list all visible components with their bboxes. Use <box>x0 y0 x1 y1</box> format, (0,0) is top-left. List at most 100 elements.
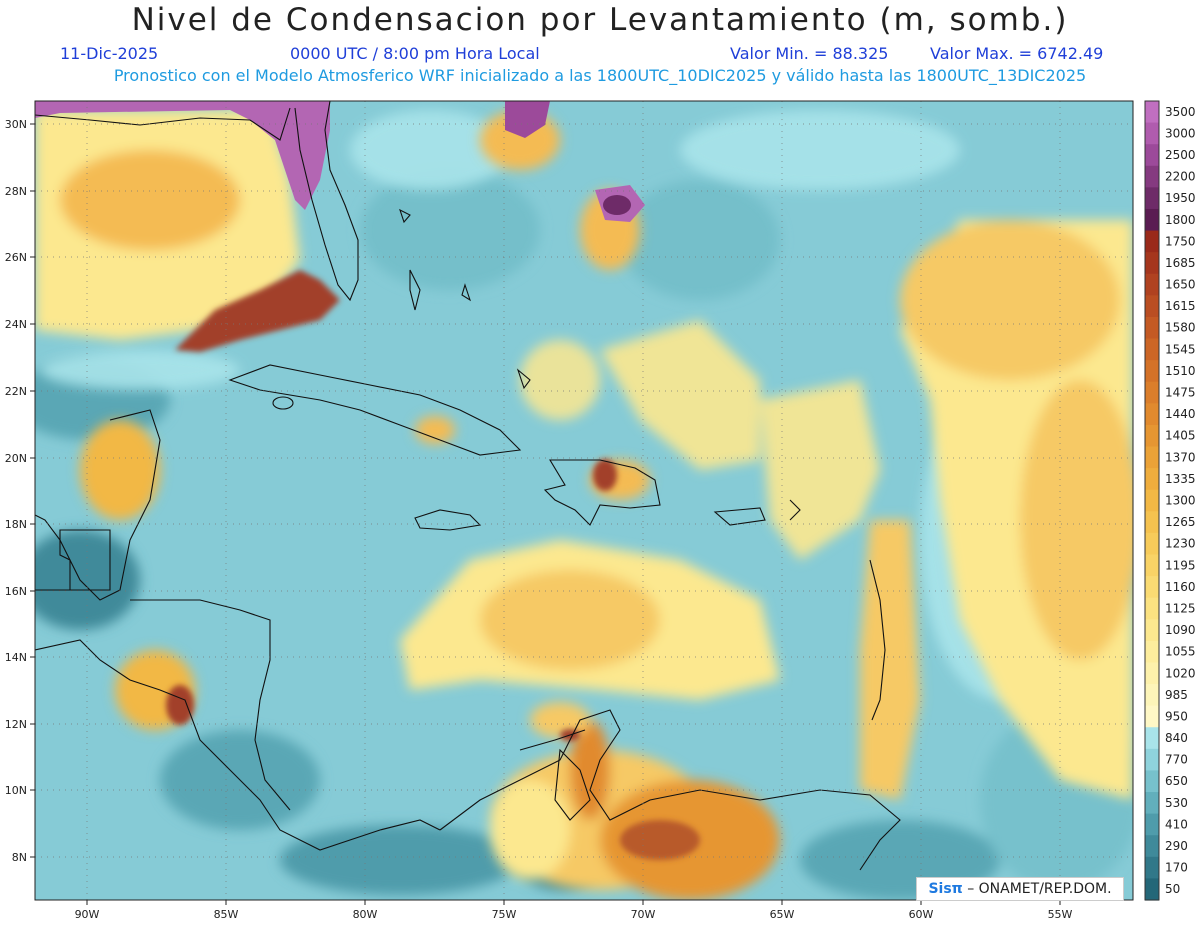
lat-label: 10N <box>5 784 27 797</box>
legend-label: 3000 <box>1165 126 1196 140</box>
legend-label: 985 <box>1165 688 1188 702</box>
legend-label: 770 <box>1165 753 1188 767</box>
legend-swatch <box>1145 748 1159 772</box>
lat-label: 28N <box>5 185 27 198</box>
max-value: Valor Max. = 6742.49 <box>930 44 1104 63</box>
legend-swatch <box>1145 187 1159 210</box>
credit-box: Sisπ – ONAMET/REP.DOM. <box>916 877 1124 901</box>
lon-label: 80W <box>353 908 378 921</box>
forecast-date: 11-Dic-2025 <box>60 44 159 63</box>
legend-frame <box>1144 100 1160 901</box>
legend-label: 1125 <box>1165 601 1196 615</box>
legend-label: 1545 <box>1165 342 1196 356</box>
legend-swatch <box>1145 813 1159 836</box>
lat-label: 8N <box>12 851 27 864</box>
very-high-lcl-regions <box>166 270 700 860</box>
latitude-labels: 30N 28N 26N 24N 22N 20N 18N 16N 14N 12N … <box>5 118 27 864</box>
legend-swatch <box>1145 597 1159 620</box>
legend-label: 290 <box>1165 839 1188 853</box>
legend-label: 1475 <box>1165 386 1196 400</box>
lat-label: 24N <box>5 318 27 331</box>
legend-swatch <box>1145 446 1159 469</box>
legend-swatch <box>1145 532 1159 556</box>
legend-swatch <box>1145 230 1159 253</box>
map-frame <box>34 100 1134 901</box>
legend-swatch <box>1145 511 1159 534</box>
lon-label: 65W <box>770 908 795 921</box>
legend-label: 2500 <box>1165 148 1196 162</box>
legend-swatch <box>1145 468 1159 491</box>
legend-label: 1160 <box>1165 580 1196 594</box>
legend-label: 1230 <box>1165 537 1196 551</box>
legend-label: 1685 <box>1165 256 1196 270</box>
lat-label: 14N <box>5 651 27 664</box>
legend-swatch <box>1145 835 1159 858</box>
min-value: Valor Min. = 88.325 <box>730 44 889 63</box>
legend-label: 650 <box>1165 774 1188 788</box>
lon-label: 75W <box>492 908 517 921</box>
credit-brand: Sisπ <box>928 881 963 897</box>
legend-swatch <box>1145 338 1159 361</box>
legend-label: 950 <box>1165 709 1188 723</box>
legend-label: 2200 <box>1165 170 1196 184</box>
lat-label: 18N <box>5 518 27 531</box>
legend-swatch <box>1145 165 1159 188</box>
legend-label: 1650 <box>1165 278 1196 292</box>
legend-label: 1615 <box>1165 299 1196 313</box>
legend-swatch <box>1145 295 1159 318</box>
extreme-lcl-regions <box>35 101 645 222</box>
legend-swatch <box>1145 316 1159 340</box>
lon-label: 90W <box>75 908 100 921</box>
legend-swatch <box>1145 770 1159 793</box>
legend-swatch <box>1145 792 1159 815</box>
legend-label: 50 <box>1165 882 1180 896</box>
legend-label: 1335 <box>1165 472 1196 486</box>
lon-label: 60W <box>909 908 934 921</box>
legend-label: 1195 <box>1165 558 1196 572</box>
lat-label: 22N <box>5 385 27 398</box>
legend-swatch <box>1145 684 1159 707</box>
longitude-labels: 90W 85W 80W 75W 70W 65W 60W 55W <box>75 908 1073 921</box>
legend-label: 3500 <box>1165 105 1196 119</box>
high-lcl-regions <box>35 110 1133 900</box>
legend-label: 170 <box>1165 861 1188 875</box>
legend-swatch <box>1145 705 1159 728</box>
legend-label: 410 <box>1165 817 1188 831</box>
legend-swatch <box>1145 576 1159 599</box>
legend-swatch <box>1145 727 1159 750</box>
lon-label: 85W <box>214 908 239 921</box>
legend-label: 1950 <box>1165 191 1196 205</box>
lon-label: 55W <box>1048 908 1073 921</box>
legend-swatch <box>1145 856 1159 879</box>
color-legend: 3500 3000 2500 2200 1950 1800 1750 1685 1650 1615… <box>1144 100 1196 901</box>
legend-label: 1405 <box>1165 429 1196 443</box>
legend-swatch <box>1145 489 1159 512</box>
legend-swatch <box>1145 403 1159 426</box>
legend-swatch <box>1145 640 1159 664</box>
legend-swatch <box>1145 101 1159 124</box>
credit-text: – ONAMET/REP.DOM. <box>967 881 1112 897</box>
legend-swatch <box>1145 878 1159 901</box>
legend-swatch <box>1145 554 1159 577</box>
legend-label: 1055 <box>1165 645 1196 659</box>
lat-label: 30N <box>5 118 27 131</box>
lat-label: 26N <box>5 251 27 264</box>
legend-label: 1300 <box>1165 494 1196 508</box>
coastlines <box>35 101 901 871</box>
legend-swatch <box>1145 662 1159 685</box>
legend-swatch <box>1145 424 1159 448</box>
legend-swatch <box>1145 144 1159 167</box>
legend-label: 530 <box>1165 796 1188 810</box>
legend-swatch <box>1145 122 1159 145</box>
legend-label: 1800 <box>1165 213 1196 227</box>
lat-label: 20N <box>5 452 27 465</box>
legend-swatch <box>1145 273 1159 296</box>
legend-label: 1020 <box>1165 666 1196 680</box>
legend-label: 1580 <box>1165 321 1196 335</box>
legend-label: 1370 <box>1165 450 1196 464</box>
legend-swatch <box>1145 208 1159 232</box>
lat-label: 12N <box>5 718 27 731</box>
page-title: Nivel de Condensacion por Levantamiento … <box>131 2 1069 38</box>
legend-label: 1440 <box>1165 407 1196 421</box>
